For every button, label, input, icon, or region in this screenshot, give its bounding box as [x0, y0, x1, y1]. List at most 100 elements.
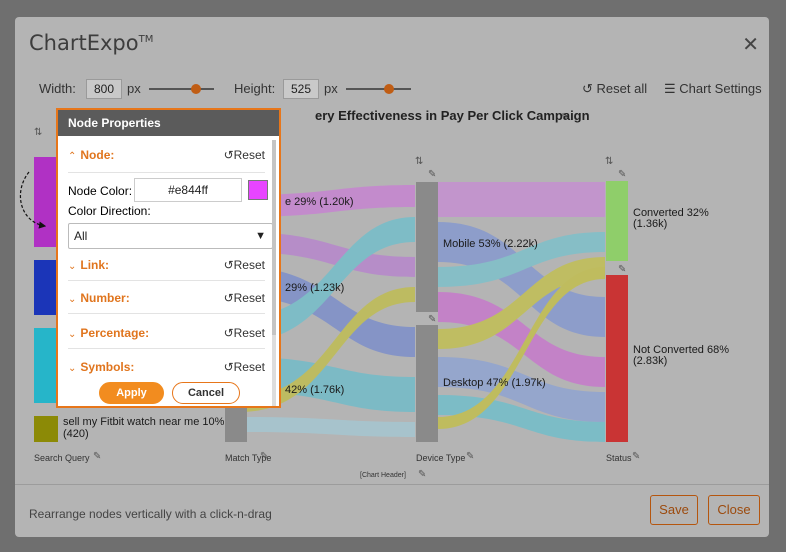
reset-percentage-button[interactable]: ↺Reset — [224, 326, 265, 340]
width-slider-knob[interactable] — [191, 84, 201, 94]
width-slider[interactable] — [149, 84, 214, 94]
reset-icon: ↺ — [582, 81, 593, 96]
axis-labels: Search Query Match Type Device Type Stat… — [34, 453, 632, 479]
reset-icon: ↺ — [223, 258, 234, 272]
height-slider-knob[interactable] — [384, 84, 394, 94]
link — [438, 292, 605, 387]
sort-arrows-icon[interactable]: ⇅ — [34, 127, 42, 138]
height-input[interactable]: 525 — [283, 79, 319, 99]
reset-label: Reset — [233, 360, 265, 374]
pencil-icon[interactable]: ✎ — [561, 112, 569, 123]
node-desktop[interactable] — [416, 325, 438, 442]
color-direction-select[interactable]: All ▼ — [68, 223, 273, 249]
close-icon[interactable]: ✕ — [742, 34, 759, 56]
section-symbols[interactable]: ⌄ Symbols: ↺Reset — [68, 360, 271, 380]
section-percentage[interactable]: ⌄ Percentage: ↺Reset — [68, 326, 271, 346]
height-slider[interactable] — [346, 84, 411, 94]
cancel-button[interactable]: Cancel — [172, 382, 240, 404]
pencil-icon[interactable]: ✎ — [418, 469, 426, 480]
converted-count: (1.36k) — [633, 218, 667, 230]
apply-button[interactable]: Apply — [99, 382, 164, 404]
chart-header-label: [Chart Header] — [360, 472, 406, 479]
section-divider — [68, 172, 265, 173]
chevron-down-icon: ⌄ — [68, 261, 77, 272]
node-mobile[interactable] — [416, 182, 438, 312]
node-not-converted[interactable] — [606, 275, 628, 442]
section-percentage-label: Percentage: — [80, 326, 150, 340]
scrollbar-thumb[interactable] — [272, 140, 276, 335]
pencil-icon[interactable]: ✎ — [428, 314, 436, 325]
node-search-query-3[interactable] — [34, 328, 58, 403]
pencil-icon[interactable]: ✎ — [466, 451, 474, 462]
section-node-label: Node: — [80, 148, 115, 162]
node-properties-panel: Node Properties ⌃ Node: ↺Reset Node Color… — [56, 108, 281, 408]
pencil-icon[interactable]: ✎ — [428, 169, 436, 180]
pencil-icon[interactable]: ✎ — [260, 451, 268, 462]
node-match-type[interactable] — [225, 397, 247, 442]
color-direction-label: Color Direction: — [68, 204, 151, 218]
width-label: Width: — [39, 81, 76, 96]
save-button[interactable]: Save — [650, 495, 698, 525]
match-top-label: e 29% (1.20k) — [285, 196, 353, 208]
height-label: Height: — [234, 81, 276, 96]
reset-all-button[interactable]: ↺ Reset all — [582, 81, 647, 97]
dialog-title: ChartExpoTM — [29, 31, 153, 55]
node-labels: e 29% (1.20k) 29% (1.23k) 42% (1.76k) se… — [63, 196, 729, 440]
link — [240, 185, 415, 217]
panel-scrollbar[interactable] — [272, 140, 276, 406]
search-last-count: (420) — [63, 428, 89, 440]
section-symbols-label: Symbols: — [80, 360, 135, 374]
sort-arrows-icon[interactable]: ⇅ — [415, 156, 423, 167]
chevron-up-icon: ⌃ — [68, 151, 77, 162]
reset-symbols-button[interactable]: ↺Reset — [224, 360, 265, 374]
pencil-icon[interactable]: ✎ — [93, 451, 101, 462]
drag-hint-text: Rearrange nodes vertically with a click-… — [29, 507, 272, 521]
edit-icons: ✎ ✎ ✎ ✎ ✎ ✎ ✎ ✎ ✎ ✎ ⇅ ⇅ ⇅ — [34, 112, 640, 480]
desktop-label: Desktop 47% (1.97k) — [443, 377, 546, 389]
node-converted[interactable] — [606, 181, 628, 261]
pencil-icon[interactable]: ✎ — [618, 169, 626, 180]
reset-link-button[interactable]: ↺Reset — [224, 258, 265, 272]
reset-label: Reset — [233, 148, 265, 162]
chart-settings-button[interactable]: ☰ Chart Settings — [664, 81, 762, 97]
node-search-query-4[interactable] — [34, 416, 58, 442]
node-color-input[interactable]: #e844ff — [134, 178, 242, 202]
match-bot-label: 42% (1.76k) — [285, 384, 344, 396]
width-input[interactable]: 800 — [86, 79, 122, 99]
section-link[interactable]: ⌄ Link: ↺Reset — [68, 258, 271, 278]
link — [240, 217, 415, 342]
link — [240, 232, 415, 277]
pencil-icon[interactable]: ✎ — [618, 264, 626, 275]
chevron-down-icon: ⌄ — [68, 329, 77, 340]
link — [438, 257, 605, 349]
section-divider — [68, 280, 265, 281]
close-button[interactable]: Close — [708, 495, 760, 525]
chevron-down-icon: ▼ — [255, 230, 266, 242]
mobile-label: Mobile 53% (2.22k) — [443, 238, 538, 250]
link — [240, 267, 415, 357]
link — [438, 222, 605, 337]
reset-number-button[interactable]: ↺Reset — [224, 291, 265, 305]
node-color-label: Node Color: — [68, 184, 133, 198]
reset-label: Reset — [233, 291, 265, 305]
node-search-query-2[interactable] — [34, 260, 58, 315]
reset-icon: ↺ — [223, 148, 234, 162]
node-search-query-1[interactable] — [34, 157, 58, 247]
reset-node-button[interactable]: ↺Reset — [224, 148, 265, 162]
section-number[interactable]: ⌄ Number: ↺Reset — [68, 291, 271, 311]
chart-settings-label: Chart Settings — [679, 81, 762, 96]
node-color-swatch[interactable] — [248, 180, 268, 200]
chart-title[interactable]: ery Effectiveness in Pay Per Click Campa… — [315, 108, 590, 123]
converted-label: Converted 32% — [633, 207, 709, 219]
link — [240, 287, 415, 412]
pencil-icon[interactable]: ✎ — [632, 451, 640, 462]
not-converted-count: (2.83k) — [633, 355, 667, 367]
section-node[interactable]: ⌃ Node: ↺Reset — [68, 148, 271, 168]
section-divider — [68, 348, 265, 349]
color-direction-row: Color Direction: — [68, 204, 271, 224]
link — [438, 182, 605, 217]
match-mid-label: 29% (1.23k) — [285, 282, 344, 294]
link — [438, 357, 605, 422]
drag-hint-arrow — [19, 171, 47, 229]
sort-arrows-icon[interactable]: ⇅ — [605, 156, 613, 167]
